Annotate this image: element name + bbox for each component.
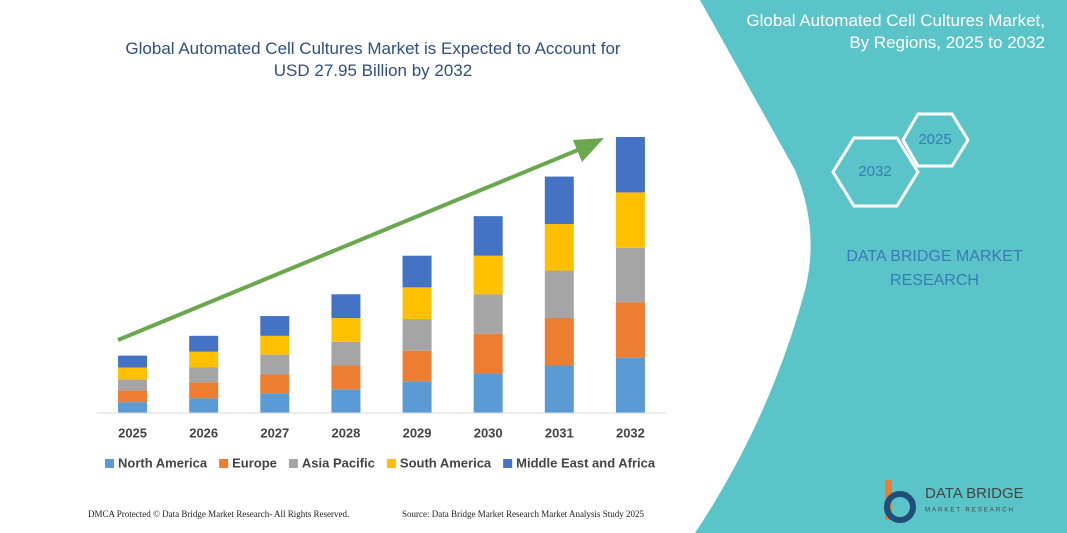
bar-segment: [260, 316, 290, 336]
legend-label: Europe: [232, 455, 277, 470]
bar-segment: [615, 302, 645, 358]
bar-segment: [118, 355, 148, 368]
bar-segment: [189, 398, 219, 413]
bar-segment: [331, 365, 361, 390]
bar-segment: [260, 335, 290, 355]
bar-segment: [331, 389, 361, 413]
hexagon-label: 2025: [918, 131, 951, 148]
legend-label: Asia Pacific: [302, 455, 375, 470]
bar-segment: [402, 350, 432, 382]
bar-segment: [473, 333, 503, 374]
x-tick-label: 2031: [545, 425, 574, 440]
legend-swatch: [219, 459, 229, 468]
bar-segment: [402, 287, 432, 320]
legend-label: Middle East and Africa: [516, 455, 656, 470]
bar-segment: [118, 379, 148, 391]
bar-segment: [118, 402, 148, 413]
x-tick-label: 2028: [331, 425, 360, 440]
bar-segment: [615, 247, 645, 303]
bar-segment: [260, 393, 290, 413]
bar-segment: [473, 255, 503, 295]
bar-segment: [331, 341, 361, 366]
bar-segment: [402, 319, 432, 351]
x-tick-label: 2029: [403, 425, 432, 440]
x-tick-label: 2026: [189, 425, 218, 440]
bar-segment: [402, 255, 432, 288]
x-tick-label: 2032: [616, 425, 645, 440]
arrow-head: [573, 138, 604, 162]
side-panel: [695, 0, 1067, 533]
bar-segment: [544, 176, 574, 225]
bar-segment: [544, 270, 574, 319]
bar-segment: [260, 374, 290, 394]
legend-swatch: [288, 459, 298, 468]
footer-left: DMCA Protected © Data Bridge Market Rese…: [88, 509, 350, 519]
bar-segment: [118, 390, 148, 403]
legend-label: North America: [118, 455, 208, 470]
panel-title: Global Automated Cell Cultures Market, B…: [746, 11, 1045, 52]
bar-segment: [189, 382, 219, 399]
hexagon-label: 2032: [858, 163, 891, 180]
legend-swatch: [503, 459, 513, 468]
x-tick-label: 2027: [260, 425, 289, 440]
bar-segment: [331, 294, 361, 319]
bar-segment: [260, 354, 290, 375]
bar-segment: [189, 335, 219, 352]
bar-segment: [189, 351, 219, 368]
bar-segment: [544, 318, 574, 366]
bar-segment: [615, 357, 645, 413]
hexagons: [831, 112, 970, 208]
bar-segment: [615, 192, 645, 248]
legend-label: South America: [400, 455, 492, 470]
legend-swatch: [105, 459, 114, 468]
bar-segment: [473, 294, 503, 334]
logo-icon: [884, 480, 916, 523]
logo-name: DATA BRIDGE: [925, 485, 1024, 502]
bar-segment: [544, 224, 574, 271]
bar-segment: [402, 381, 432, 413]
bar-segment: [544, 365, 574, 413]
bar-segment: [331, 318, 361, 342]
footer-right: Source: Data Bridge Market Research Mark…: [402, 509, 644, 519]
bar-segment: [189, 367, 219, 383]
bar-segment: [118, 367, 148, 380]
trend-arrow: [117, 143, 591, 342]
brand-text: DATA BRIDGE MARKET RESEARCH: [846, 248, 1023, 289]
x-tick-label: 2030: [474, 425, 503, 440]
logo-tagline: MARKET RESEARCH: [925, 508, 1015, 514]
chart-title: Global Automated Cell Cultures Market is…: [125, 39, 621, 80]
bar-segment: [615, 137, 645, 193]
x-tick-label: 2025: [118, 425, 147, 440]
bar-segment: [473, 373, 503, 413]
legend-swatch: [386, 459, 396, 468]
bar-segment: [473, 216, 503, 256]
